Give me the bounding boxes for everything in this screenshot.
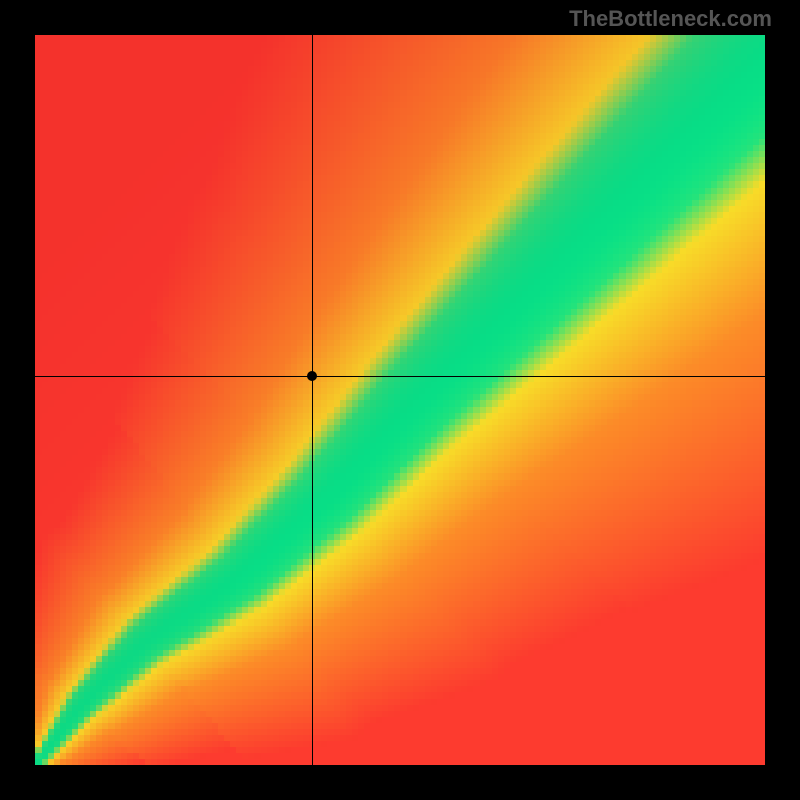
watermark-label: TheBottleneck.com	[569, 6, 772, 32]
crosshair-vertical	[312, 35, 313, 765]
heatmap-plot	[35, 35, 765, 765]
heatmap-canvas	[35, 35, 765, 765]
crosshair-horizontal	[35, 376, 765, 377]
crosshair-marker	[307, 371, 317, 381]
